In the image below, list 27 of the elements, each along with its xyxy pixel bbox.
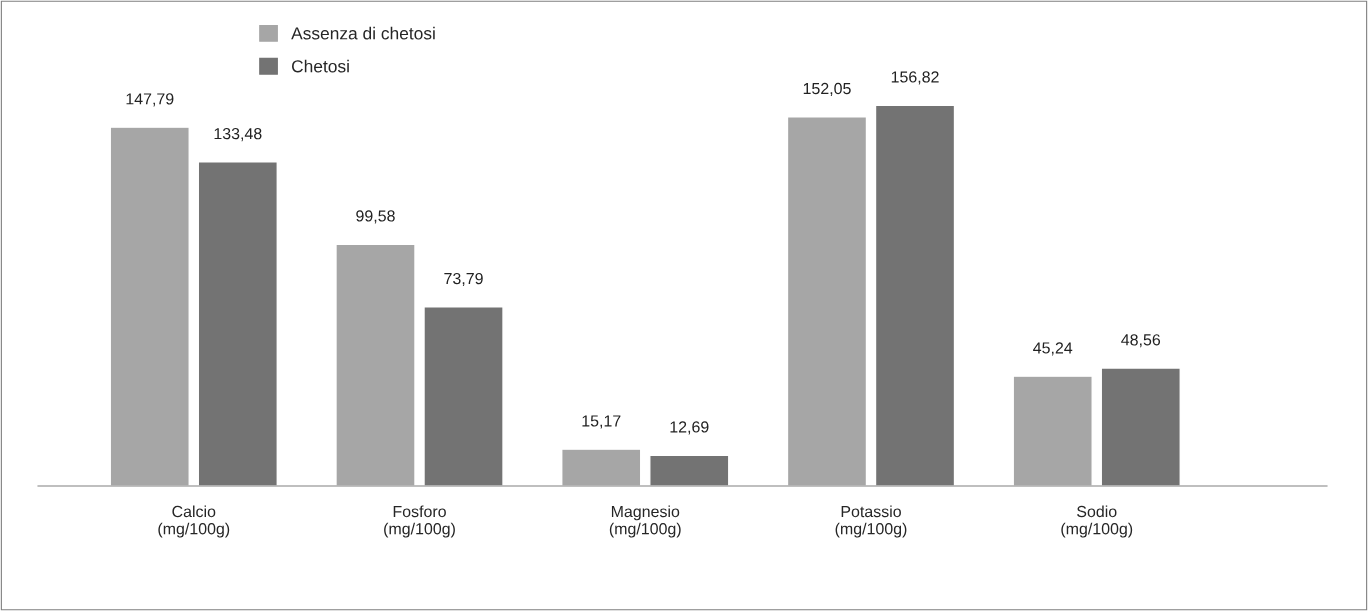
bar (335, 243, 416, 486)
bar (649, 454, 730, 486)
bar (561, 448, 642, 486)
data-label: 73,79 (444, 272, 483, 287)
legend-label: Assenza di chetosi (291, 26, 435, 40)
legend-label: Chetosi (292, 59, 349, 73)
bar (423, 306, 504, 486)
data-label: 45,24 (1033, 342, 1073, 356)
bar (1100, 367, 1181, 486)
x-tick-label: Calcio (mg/100g) (158, 505, 230, 538)
data-label: 15,17 (582, 415, 621, 429)
x-tick-label: Magnesio (mg/100g) (609, 505, 681, 538)
data-label: 152,05 (803, 82, 851, 97)
data-label: 156,82 (891, 71, 939, 85)
data-label: 147,79 (126, 93, 174, 107)
bar (786, 116, 868, 486)
bar (109, 126, 190, 486)
x-tick-label: Fosforo (mg/100g) (384, 505, 455, 538)
data-label: 12,69 (670, 421, 709, 435)
bar (197, 161, 278, 486)
x-tick-label: Sodio (mg/100g) (1061, 505, 1133, 538)
data-label: 99,58 (356, 210, 395, 224)
bar (1012, 375, 1093, 486)
data-label: 133,48 (214, 127, 262, 142)
bar (874, 104, 956, 486)
x-tick-label: Potassio (mg/100g) (835, 505, 907, 538)
data-label: 48,56 (1121, 334, 1161, 348)
